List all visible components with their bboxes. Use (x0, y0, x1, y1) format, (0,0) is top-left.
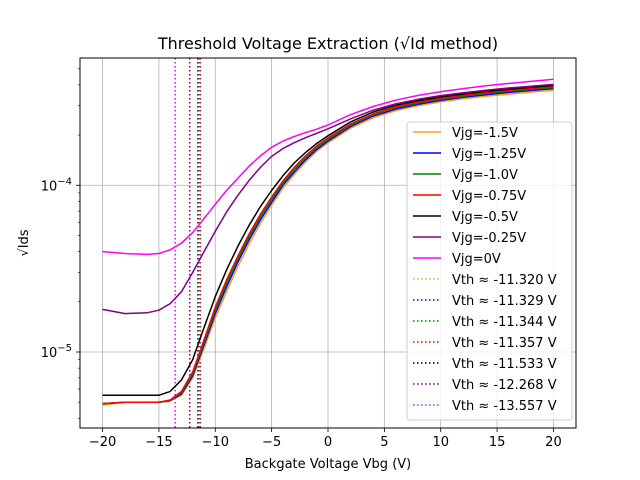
x-tick-label: −15 (145, 435, 172, 450)
threshold-lines (174, 58, 202, 428)
legend-label: Vjg=-1.25V (452, 147, 526, 162)
x-tick-label: 10 (432, 435, 449, 450)
series-line (102, 86, 554, 405)
legend-label: Vjg=-1.0V (452, 168, 518, 183)
legend: Vjg=-1.5V Vjg=-1.25V Vjg=-1.0V Vjg=-0.75V Vj… (406, 121, 573, 421)
y-tick-label: 10−4 (41, 176, 72, 194)
legend-label: Vth ≈ -13.557 V (452, 399, 557, 414)
y-tick-base: 10 (41, 179, 58, 194)
legend-label: Vth ≈ -11.344 V (452, 315, 557, 330)
legend-label: Vth ≈ -11.329 V (452, 294, 557, 309)
y-tick-exponent: −4 (57, 176, 72, 187)
x-tick-label: 15 (489, 435, 506, 450)
legend-label: Vth ≈ -11.357 V (452, 336, 557, 351)
series-line (102, 78, 554, 256)
x-tick-label: 5 (380, 435, 388, 450)
x-tick-label: 20 (545, 435, 562, 450)
legend-label: Vjg=-0.75V (452, 189, 526, 204)
y-tick-base: 10 (41, 346, 58, 361)
legend-label: Vth ≈ -12.268 V (452, 378, 557, 393)
y-axis-label: √Ids (17, 229, 32, 256)
series-line (102, 83, 554, 315)
legend-label: Vth ≈ -11.533 V (452, 357, 557, 372)
x-axis-ticks: −20 −15 −10 −5 0 5 10 15 20 (89, 428, 562, 450)
y-tick-label: 10−5 (41, 343, 72, 361)
data-series (102, 78, 554, 406)
y-tick-exponent: −5 (57, 343, 72, 354)
legend-label: Vjg=-0.5V (452, 210, 518, 225)
x-tick-label: −20 (89, 435, 116, 450)
legend-box (406, 121, 573, 421)
legend-label: Vjg=0V (452, 252, 501, 267)
x-tick-label: −5 (262, 435, 281, 450)
series-line (102, 85, 554, 405)
legend-label: Vjg=-0.25V (452, 231, 526, 246)
x-tick-label: 0 (324, 435, 332, 450)
legend-label: Vjg=-1.5V (452, 126, 518, 141)
chart-title: Threshold Voltage Extraction (√Id method… (157, 34, 498, 53)
x-tick-label: −10 (202, 435, 229, 450)
series-line (102, 84, 554, 397)
x-axis-label: Backgate Voltage Vbg (V) (245, 457, 411, 472)
y-axis-ticks: 10−510−4 (41, 68, 80, 419)
legend-label: Vth ≈ -11.320 V (452, 273, 557, 288)
